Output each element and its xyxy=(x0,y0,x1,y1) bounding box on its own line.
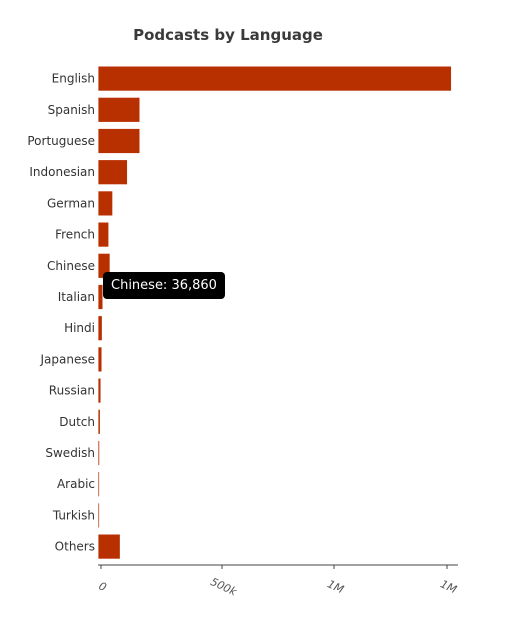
bar-turkish[interactable] xyxy=(97,502,100,529)
category-label-chinese: Chinese xyxy=(47,259,95,273)
bar-italian[interactable] xyxy=(97,284,104,310)
bar-arabic[interactable] xyxy=(97,471,100,498)
bar-hindi[interactable] xyxy=(97,315,103,342)
bar-french[interactable] xyxy=(97,221,110,248)
bars-layer xyxy=(97,65,452,560)
bar-dutch[interactable] xyxy=(97,408,101,435)
category-label-japanese: Japanese xyxy=(40,352,96,366)
bar-spanish[interactable] xyxy=(97,96,141,123)
category-label-dutch: Dutch xyxy=(59,415,95,429)
bar-russian[interactable] xyxy=(97,377,102,404)
category-label-russian: Russian xyxy=(49,384,95,398)
category-label-french: French xyxy=(55,228,95,242)
x-tick-label: 500k xyxy=(208,575,239,599)
bar-others[interactable] xyxy=(97,533,121,560)
category-label-swedish: Swedish xyxy=(45,446,95,460)
category-label-others: Others xyxy=(55,540,95,554)
x-tick-label: 0 xyxy=(97,579,109,594)
category-labels: English Spanish Portuguese Indonesian German… xyxy=(27,72,95,554)
category-label-arabic: Arabic xyxy=(57,477,95,491)
bar-english[interactable] xyxy=(97,65,452,92)
category-label-italian: Italian xyxy=(58,290,95,304)
category-label-turkish: Turkish xyxy=(52,508,95,522)
category-label-german: German xyxy=(47,196,95,210)
chart-title: Podcasts by Language xyxy=(133,26,323,44)
x-tick-label: 1M xyxy=(438,577,459,596)
bar-portuguese[interactable] xyxy=(97,128,141,154)
category-label-english: English xyxy=(52,72,95,86)
category-label-spanish: Spanish xyxy=(48,103,95,117)
bar-indonesian[interactable] xyxy=(97,159,128,186)
category-label-indonesian: Indonesian xyxy=(29,165,95,179)
tooltip: Chinese: 36,860 xyxy=(103,272,225,299)
x-tick-label: 1M xyxy=(325,577,346,596)
bar-german[interactable] xyxy=(97,190,114,217)
x-axis-ticks: 0 500k 1M 1M xyxy=(97,565,459,599)
bar-swedish[interactable] xyxy=(97,440,101,466)
category-label-portuguese: Portuguese xyxy=(27,134,95,148)
bar-japanese[interactable] xyxy=(97,346,103,373)
category-label-hindi: Hindi xyxy=(64,321,95,335)
